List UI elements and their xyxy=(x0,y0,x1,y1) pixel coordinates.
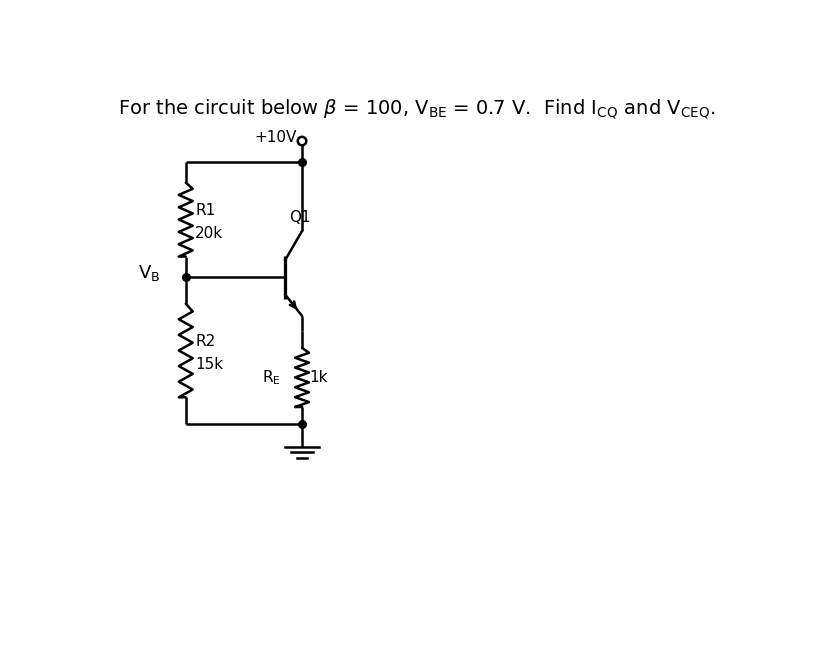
Text: Q1: Q1 xyxy=(289,210,311,225)
Text: 1k: 1k xyxy=(310,370,328,385)
Text: R$_{\rm E}$: R$_{\rm E}$ xyxy=(261,368,281,387)
Text: For the circuit below $\beta$ = 100, V$_{\rm BE}$ = 0.7 V.  Find I$_{\rm CQ}$ an: For the circuit below $\beta$ = 100, V$_… xyxy=(119,98,716,121)
Text: 15k: 15k xyxy=(195,357,223,372)
Text: 20k: 20k xyxy=(195,226,223,241)
Text: +10V: +10V xyxy=(254,130,296,146)
Text: R2: R2 xyxy=(195,334,215,349)
Text: V$_{\rm B}$: V$_{\rm B}$ xyxy=(138,263,160,283)
Text: R1: R1 xyxy=(195,203,215,218)
